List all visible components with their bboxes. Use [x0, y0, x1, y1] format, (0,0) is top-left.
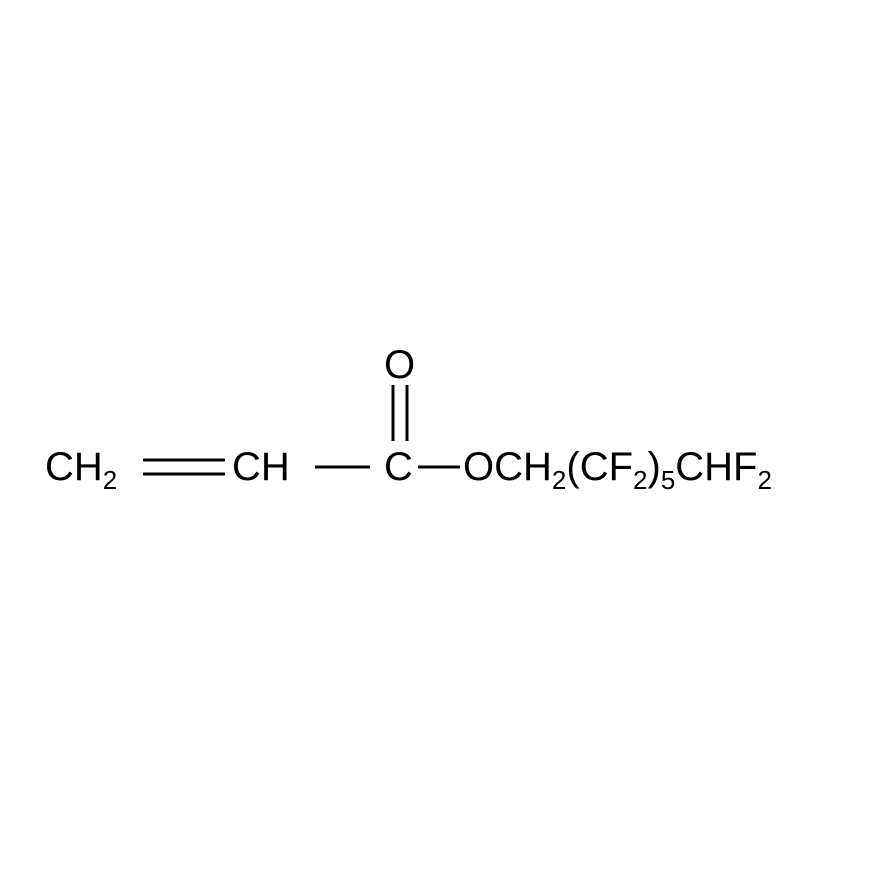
- atom-o-double: O: [384, 343, 415, 387]
- atom-ch: CH: [232, 445, 290, 489]
- chemical-structure-diagram: CH2 CH C O OCH2(CF2)5CHF2: [0, 0, 890, 890]
- atom-right-chain: OCH2(CF2)5CHF2: [463, 445, 772, 495]
- atom-ch2-left: CH2: [45, 445, 117, 495]
- atom-c-carbonyl: C: [384, 445, 413, 489]
